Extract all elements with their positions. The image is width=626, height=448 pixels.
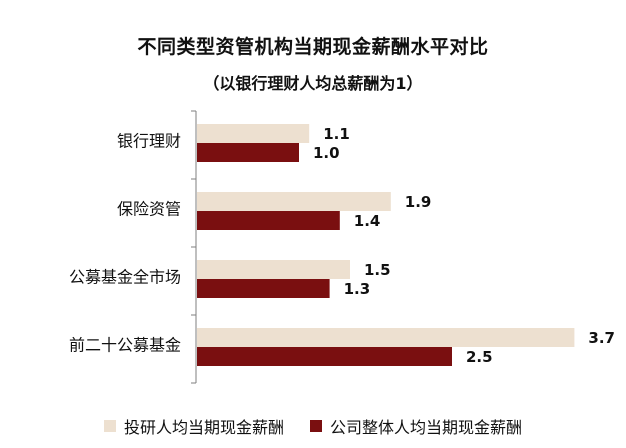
chart-subtitle: （以银行理财人均总薪酬为1） xyxy=(203,74,423,93)
legend: 投研人均当期现金薪酬 公司整体人均当期现金薪酬 xyxy=(0,414,626,438)
legend-swatch-company xyxy=(310,420,322,432)
data-label: 1.1 xyxy=(323,125,350,143)
chart-title: 不同类型资管机构当期现金薪酬水平对比 xyxy=(137,36,489,58)
legend-item-company: 公司整体人均当期现金薪酬 xyxy=(310,414,522,438)
category-label: 前二十公募基金 xyxy=(69,336,181,355)
data-label: 3.7 xyxy=(588,329,615,347)
legend-label-company: 公司整体人均当期现金薪酬 xyxy=(330,418,523,437)
bar-company xyxy=(197,279,330,298)
legend-label-research: 投研人均当期现金薪酬 xyxy=(123,418,284,437)
data-label: 1.5 xyxy=(364,261,391,279)
bar-research xyxy=(197,328,575,347)
bar-company xyxy=(197,211,340,230)
category-label: 公募基金全市场 xyxy=(69,268,181,287)
legend-swatch-research xyxy=(103,420,116,432)
legend-item-research: 投研人均当期现金薪酬 xyxy=(103,414,284,438)
data-label: 1.9 xyxy=(405,193,432,211)
category-label: 保险资管 xyxy=(117,200,181,219)
data-label: 1.3 xyxy=(344,280,371,298)
data-label: 2.5 xyxy=(466,348,493,366)
category-label: 银行理财 xyxy=(117,132,181,151)
data-label: 1.4 xyxy=(354,212,381,230)
bar-company xyxy=(197,143,299,162)
bar-research xyxy=(197,124,310,143)
bar-research xyxy=(197,192,391,211)
bar-research xyxy=(197,260,350,279)
bar-company xyxy=(197,347,452,366)
data-label: 1.0 xyxy=(313,144,340,162)
